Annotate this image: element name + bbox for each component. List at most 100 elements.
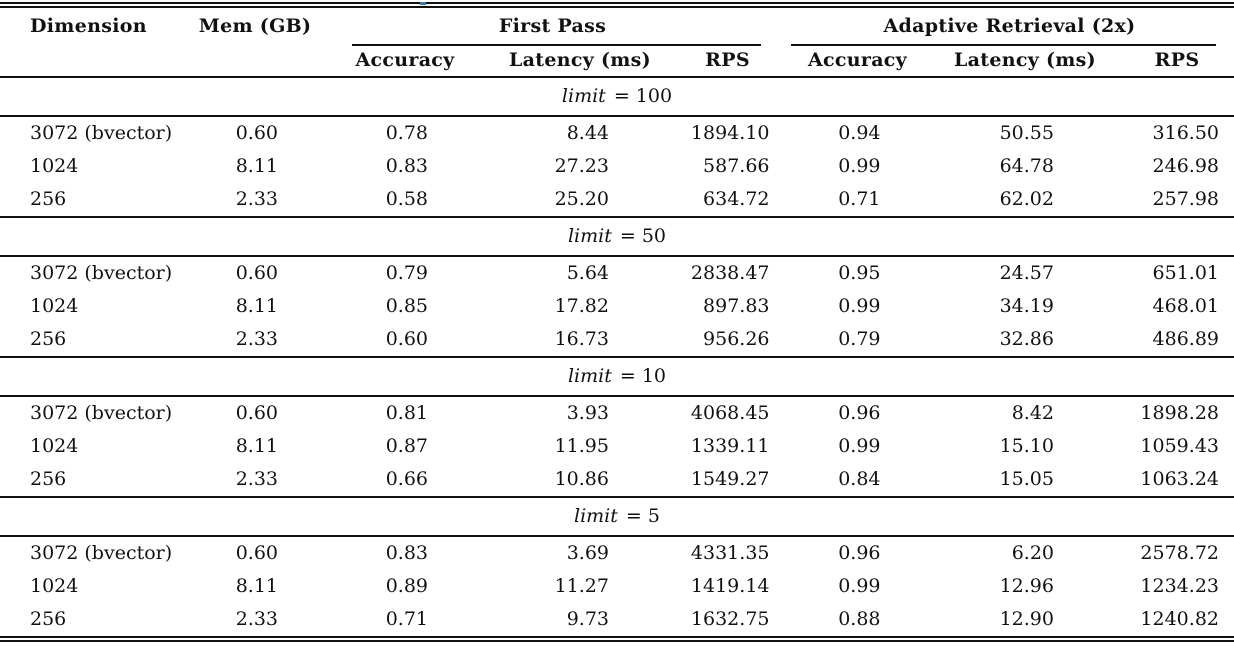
- cell-ar-accuracy: 0.94: [785, 116, 930, 150]
- limit-value: = 100: [607, 84, 673, 107]
- numeric-value: 0.60: [235, 541, 278, 564]
- numeric-value: 11.95: [554, 434, 609, 457]
- numeric-value: 25.20: [554, 187, 609, 210]
- numeric-value: 12.90: [999, 607, 1054, 630]
- section-header-row: limit = 10: [0, 356, 1234, 397]
- col-header-mem: Mem (GB): [198, 15, 312, 38]
- cell-ar-latency: 50.55: [930, 116, 1120, 150]
- cell-fp-latency: 9.73: [490, 603, 670, 639]
- cell-ar-accuracy: 0.79: [785, 323, 930, 357]
- table-body: limit = 100 3072 (bvector) 0.60 0.78 8.44 189…: [0, 76, 1234, 639]
- data-row: 3072 (bvector) 0.60 0.83 3.69 4331.35 0.96 6.2…: [0, 536, 1234, 570]
- data-row: 256 2.33 0.58 25.20 634.72 0.71 62.02 257.98: [0, 183, 1234, 217]
- cell-fp-rps: 1419.14: [670, 570, 785, 603]
- numeric-value: 1632.75: [690, 607, 770, 630]
- limit-variable: limit: [561, 84, 606, 107]
- cell-ar-latency: 12.90: [930, 603, 1120, 639]
- cell-ar-accuracy: 0.99: [785, 150, 930, 183]
- numeric-value: 27.23: [554, 154, 609, 177]
- col-header-ar-rps: RPS: [1120, 46, 1234, 78]
- cell-fp-rps: 4331.35: [670, 536, 785, 570]
- cell-mem-gb: 0.60: [190, 536, 320, 570]
- section-header-row: limit = 50: [0, 216, 1234, 257]
- cropped-caption-artifact: [420, 2, 426, 5]
- numeric-value: 0.99: [838, 434, 881, 457]
- numeric-value: 8.11: [235, 294, 278, 317]
- section-header-row: limit = 5: [0, 496, 1234, 537]
- numeric-value: 3.93: [566, 401, 609, 424]
- numeric-value: 8.44: [566, 121, 609, 144]
- col-header-ar-latency: Latency (ms): [930, 46, 1120, 78]
- data-row: 1024 8.11 0.85 17.82 897.83 0.99 34.19 468.01: [0, 290, 1234, 323]
- cell-fp-accuracy: 0.58: [320, 183, 490, 217]
- cell-mem-gb: 0.60: [190, 256, 320, 290]
- numeric-value: 1894.10: [690, 121, 770, 144]
- cell-dimension: 3072 (bvector): [30, 401, 173, 424]
- cell-fp-accuracy: 0.78: [320, 116, 490, 150]
- col-header-fp-accuracy: Accuracy: [320, 46, 490, 78]
- limit-value: = 5: [619, 504, 660, 527]
- numeric-value: 0.85: [385, 294, 428, 317]
- cell-ar-accuracy: 0.99: [785, 430, 930, 463]
- data-row: 1024 8.11 0.87 11.95 1339.11 0.99 15.10 1059.43: [0, 430, 1234, 463]
- numeric-value: 34.19: [999, 294, 1054, 317]
- numeric-value: 0.95: [838, 261, 881, 284]
- numeric-value: 634.72: [703, 187, 770, 210]
- limit-variable: limit: [567, 364, 612, 387]
- cell-ar-rps: 257.98: [1120, 183, 1234, 217]
- cell-dimension: 3072 (bvector): [30, 121, 173, 144]
- cell-fp-latency: 25.20: [490, 183, 670, 217]
- cell-ar-rps: 486.89: [1120, 323, 1234, 357]
- numeric-value: 2578.72: [1140, 541, 1219, 564]
- data-row: 3072 (bvector) 0.60 0.78 8.44 1894.10 0.94 50.…: [0, 116, 1234, 150]
- cell-fp-latency: 5.64: [490, 256, 670, 290]
- numeric-value: 0.78: [385, 121, 428, 144]
- numeric-value: 5.64: [566, 261, 609, 284]
- cell-dimension: 256: [30, 607, 67, 630]
- cell-mem-gb: 8.11: [190, 290, 320, 323]
- cell-dimension: 256: [30, 467, 67, 490]
- numeric-value: 0.83: [385, 541, 428, 564]
- numeric-value: 0.83: [385, 154, 428, 177]
- numeric-value: 16.73: [554, 327, 609, 350]
- cell-fp-latency: 8.44: [490, 116, 670, 150]
- numeric-value: 12.96: [999, 574, 1054, 597]
- data-row: 3072 (bvector) 0.60 0.81 3.93 4068.45 0.96 8.4…: [0, 396, 1234, 430]
- cell-ar-latency: 12.96: [930, 570, 1120, 603]
- cell-mem-gb: 2.33: [190, 183, 320, 217]
- cell-fp-accuracy: 0.71: [320, 603, 490, 639]
- cell-mem-gb: 8.11: [190, 150, 320, 183]
- numeric-value: 316.50: [1152, 121, 1219, 144]
- numeric-value: 1339.11: [690, 434, 770, 457]
- cell-dimension: 3072 (bvector): [30, 541, 173, 564]
- numeric-value: 0.60: [385, 327, 428, 350]
- numeric-value: 0.84: [838, 467, 881, 490]
- col-group-first-pass: First Pass: [320, 5, 785, 46]
- numeric-value: 1063.24: [1140, 467, 1219, 490]
- numeric-value: 1234.23: [1140, 574, 1219, 597]
- cell-ar-latency: 64.78: [930, 150, 1120, 183]
- cell-ar-accuracy: 0.71: [785, 183, 930, 217]
- numeric-value: 2.33: [235, 467, 278, 490]
- numeric-value: 10.86: [554, 467, 609, 490]
- numeric-value: 9.73: [566, 607, 609, 630]
- numeric-value: 0.89: [385, 574, 428, 597]
- cell-mem-gb: 2.33: [190, 603, 320, 639]
- numeric-value: 4068.45: [690, 401, 770, 424]
- section-header-row: limit = 100: [0, 76, 1234, 117]
- numeric-value: 0.87: [385, 434, 428, 457]
- numeric-value: 8.11: [235, 154, 278, 177]
- cell-dimension: 1024: [30, 294, 79, 317]
- numeric-value: 257.98: [1152, 187, 1219, 210]
- numeric-value: 8.11: [235, 434, 278, 457]
- cell-ar-rps: 1059.43: [1120, 430, 1234, 463]
- cell-ar-accuracy: 0.99: [785, 570, 930, 603]
- data-row: 3072 (bvector) 0.60 0.79 5.64 2838.47 0.95 24.…: [0, 256, 1234, 290]
- cell-ar-latency: 24.57: [930, 256, 1120, 290]
- cell-fp-rps: 1549.27: [670, 463, 785, 497]
- numeric-value: 587.66: [703, 154, 770, 177]
- cell-ar-accuracy: 0.96: [785, 536, 930, 570]
- numeric-value: 1549.27: [690, 467, 770, 490]
- limit-variable: limit: [574, 504, 618, 527]
